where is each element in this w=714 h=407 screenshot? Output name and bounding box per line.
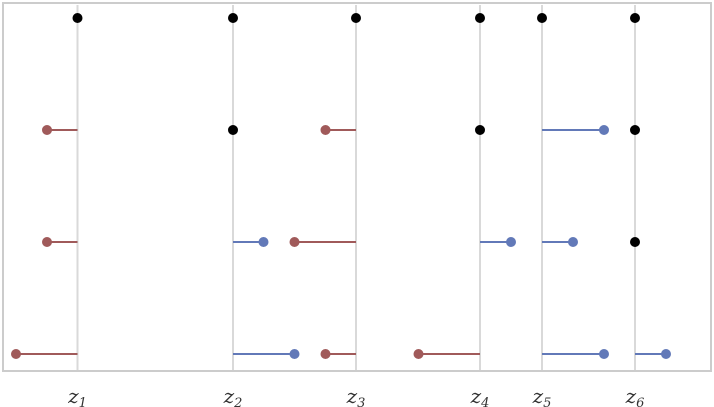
red-point-row2-2 [320,125,331,135]
black-point-row1-5 [537,13,547,23]
black-point-row1-4 [475,13,485,23]
x-tick-label-z6: z6 [625,384,645,407]
black-point-row2-1 [228,125,238,135]
x-tick-label-z2: z2 [223,384,243,407]
black-point-row1-6 [630,13,640,23]
x-tick-label-z3: z3 [346,384,366,407]
x-tick-label-z1: z1 [67,384,87,407]
red-point-row3-1 [42,237,52,247]
blue-point-row2-1 [599,125,609,135]
x-tick-label-z4: z4 [470,384,490,407]
red-point-row3-2 [289,237,300,247]
row-4 [11,349,671,359]
grid-lines [76,5,636,370]
row-2 [42,125,640,135]
row-3 [42,237,640,247]
blue-point-row3-3 [568,237,578,247]
red-point-row4-1 [11,349,21,359]
black-point-row1-3 [351,13,361,23]
black-point-row1-1 [72,13,83,23]
blue-point-row3-1 [258,237,269,247]
blue-point-row4-2 [599,349,609,359]
blue-point-row4-1 [289,349,300,359]
blue-point-row3-2 [506,237,516,247]
red-point-row4-3 [413,349,424,359]
black-point-row2-2 [475,125,485,135]
data-marks [11,13,671,359]
red-point-row4-2 [320,349,331,359]
red-point-row2-1 [42,125,52,135]
blue-point-row4-3 [661,349,671,359]
black-point-row2-3 [630,125,640,135]
x-tick-labels: z1 z2 z3 z4 z5 z6 [67,384,644,407]
black-point-row1-2 [228,13,238,23]
row-1 [72,13,640,23]
x-tick-label-z5: z5 [532,384,552,407]
black-point-row3-1 [630,237,640,247]
